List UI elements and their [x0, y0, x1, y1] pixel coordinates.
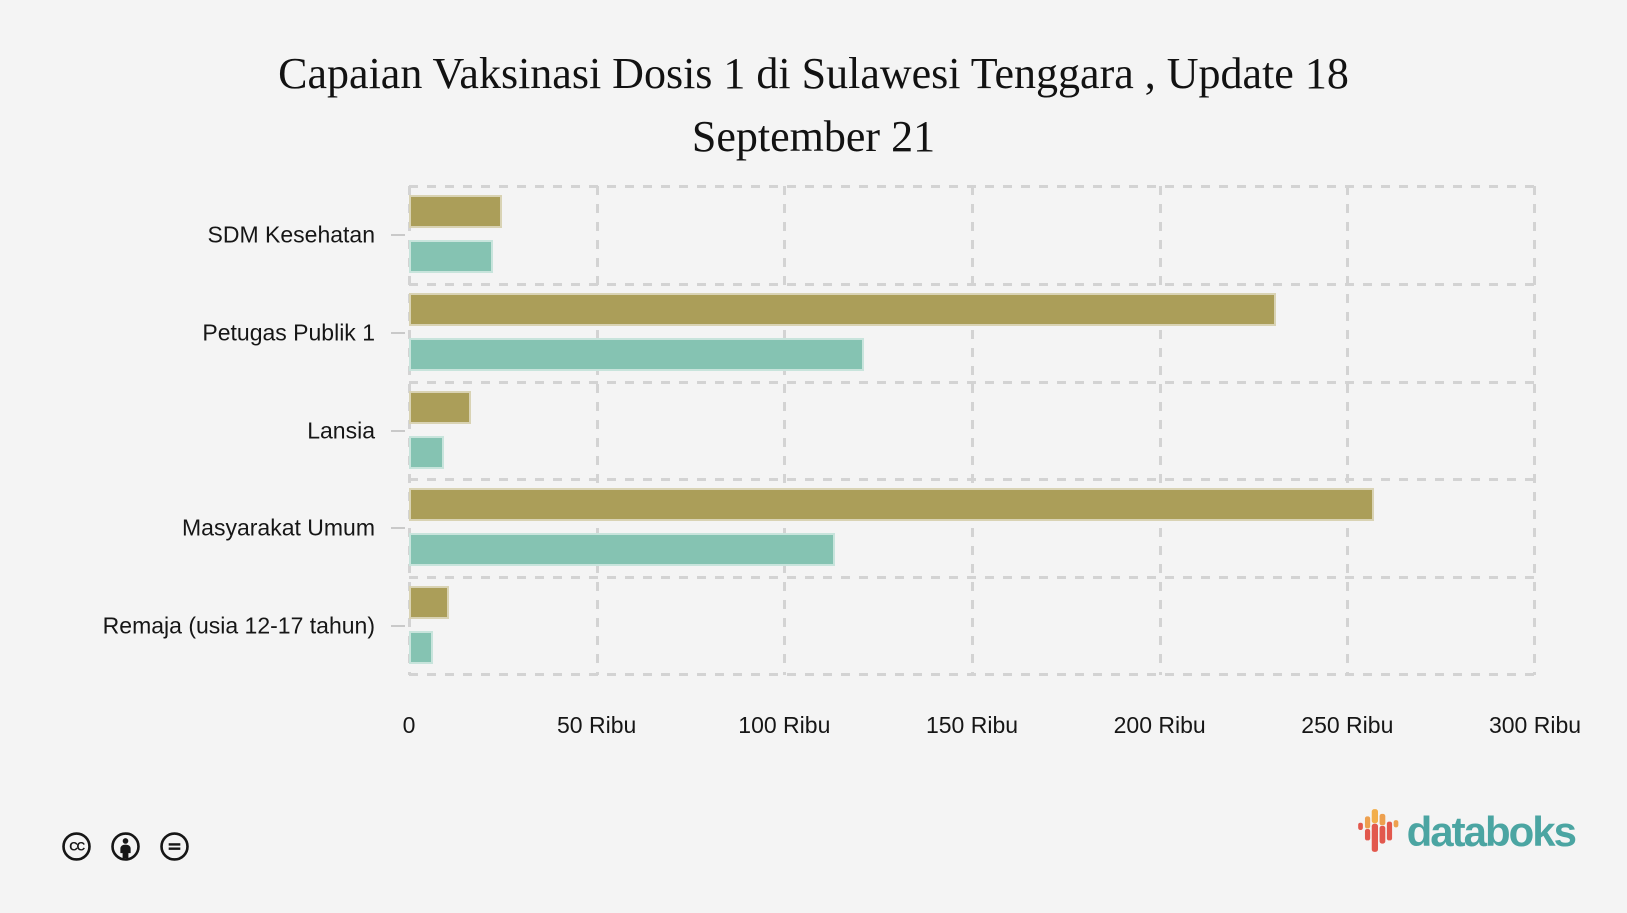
- y-gridline: [409, 478, 1535, 482]
- bar-teal: [409, 337, 864, 371]
- x-gridline: [1346, 186, 1350, 675]
- plot-area: [408, 185, 1536, 676]
- bar-olive: [409, 488, 1374, 522]
- y-gridline: [409, 282, 1535, 286]
- y-axis-tick: [391, 429, 405, 432]
- bar-teal: [409, 240, 494, 273]
- x-axis-tick-label: 300 Ribu: [1488, 712, 1582, 738]
- chart-title: Capaian Vaksinasi Dosis 1 di Sulawesi Te…: [0, 42, 1627, 168]
- svg-text:CC: CC: [69, 840, 85, 854]
- y-axis-label: Petugas Publik 1: [202, 319, 375, 346]
- no-derivatives-icon: [159, 831, 190, 862]
- y-axis-label: SDM Kesehatan: [207, 221, 375, 248]
- bar-teal: [409, 631, 433, 665]
- bar-olive: [409, 195, 503, 228]
- plot-border-right: [1533, 186, 1536, 675]
- y-axis-tick: [391, 625, 405, 628]
- y-axis-tick: [391, 233, 405, 236]
- chart-title-line2: September 21: [691, 112, 936, 161]
- chart-title-line1: Capaian Vaksinasi Dosis 1 di Sulawesi Te…: [278, 49, 1349, 98]
- x-gridline: [971, 186, 974, 675]
- x-axis-tick-label: 150 Ribu: [925, 712, 1019, 738]
- bar-olive: [409, 390, 471, 424]
- bar-teal: [409, 533, 835, 567]
- plot-border-left: [408, 186, 411, 675]
- bar-teal: [409, 435, 444, 469]
- databoks-logo-bars-icon: [1356, 806, 1400, 859]
- y-axis-label: Remaja (usia 12-17 tahun): [102, 612, 375, 639]
- bar-olive: [409, 292, 1277, 326]
- y-axis-tick: [391, 331, 405, 334]
- y-gridline: [409, 576, 1535, 580]
- x-axis-tick-label: 100 Ribu: [738, 712, 831, 738]
- cc-icon: CC: [61, 831, 92, 862]
- bar-olive: [409, 586, 450, 620]
- y-axis-labels: SDM Kesehatan Petugas Publik 1 Lansia Masya…: [0, 186, 385, 675]
- attribution-icon: [110, 831, 141, 862]
- y-gridline: [409, 380, 1535, 384]
- x-axis: 0 50 Ribu 100 Ribu 150 Ribu 200 Ribu 250 Ribu…: [403, 700, 1581, 746]
- y-axis-label: Lansia: [307, 417, 375, 443]
- y-axis-tick: [391, 527, 405, 530]
- x-axis-tick-label: 250 Ribu: [1301, 712, 1394, 738]
- x-axis-tick-label: 0: [402, 712, 416, 738]
- x-gridline: [783, 186, 787, 675]
- x-axis-tick-label: 200 Ribu: [1113, 712, 1206, 738]
- x-gridline: [595, 186, 599, 675]
- cc-license-icons: CC: [61, 831, 190, 862]
- y-axis-label: Masyarakat Umum: [182, 514, 375, 541]
- databoks-logo: databoks: [1356, 800, 1577, 864]
- x-gridline: [1158, 186, 1162, 675]
- databoks-wordmark: databoks: [1406, 808, 1577, 855]
- x-axis-tick-label: 50 Ribu: [557, 712, 637, 738]
